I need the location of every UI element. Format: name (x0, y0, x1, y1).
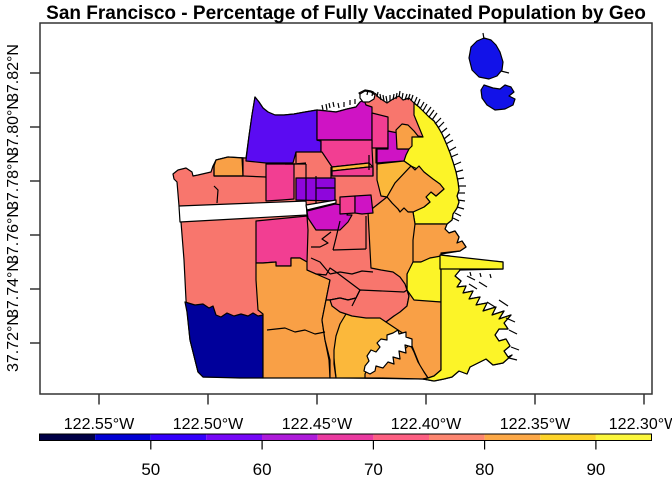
svg-text:37.82°N: 37.82°N (5, 44, 22, 102)
svg-text:122.50°W: 122.50°W (173, 416, 244, 433)
svg-text:80: 80 (475, 460, 494, 479)
svg-text:90: 90 (586, 460, 605, 479)
svg-text:37.80°N: 37.80°N (5, 98, 22, 156)
svg-text:37.76°N: 37.76°N (5, 206, 22, 264)
svg-text:San Francisco - Percentage of: San Francisco - Percentage of Fully Vacc… (46, 3, 646, 24)
svg-text:50: 50 (141, 460, 160, 479)
svg-text:122.35°W: 122.35°W (500, 416, 571, 433)
svg-text:70: 70 (364, 460, 383, 479)
svg-text:37.74°N: 37.74°N (5, 260, 22, 318)
svg-text:122.40°W: 122.40°W (391, 416, 462, 433)
svg-text:122.30°W: 122.30°W (609, 416, 672, 433)
svg-text:37.72°N: 37.72°N (5, 314, 22, 372)
svg-text:122.45°W: 122.45°W (282, 416, 353, 433)
svg-text:37.78°N: 37.78°N (5, 152, 22, 210)
svg-text:60: 60 (253, 460, 272, 479)
svg-text:122.55°W: 122.55°W (64, 416, 135, 433)
